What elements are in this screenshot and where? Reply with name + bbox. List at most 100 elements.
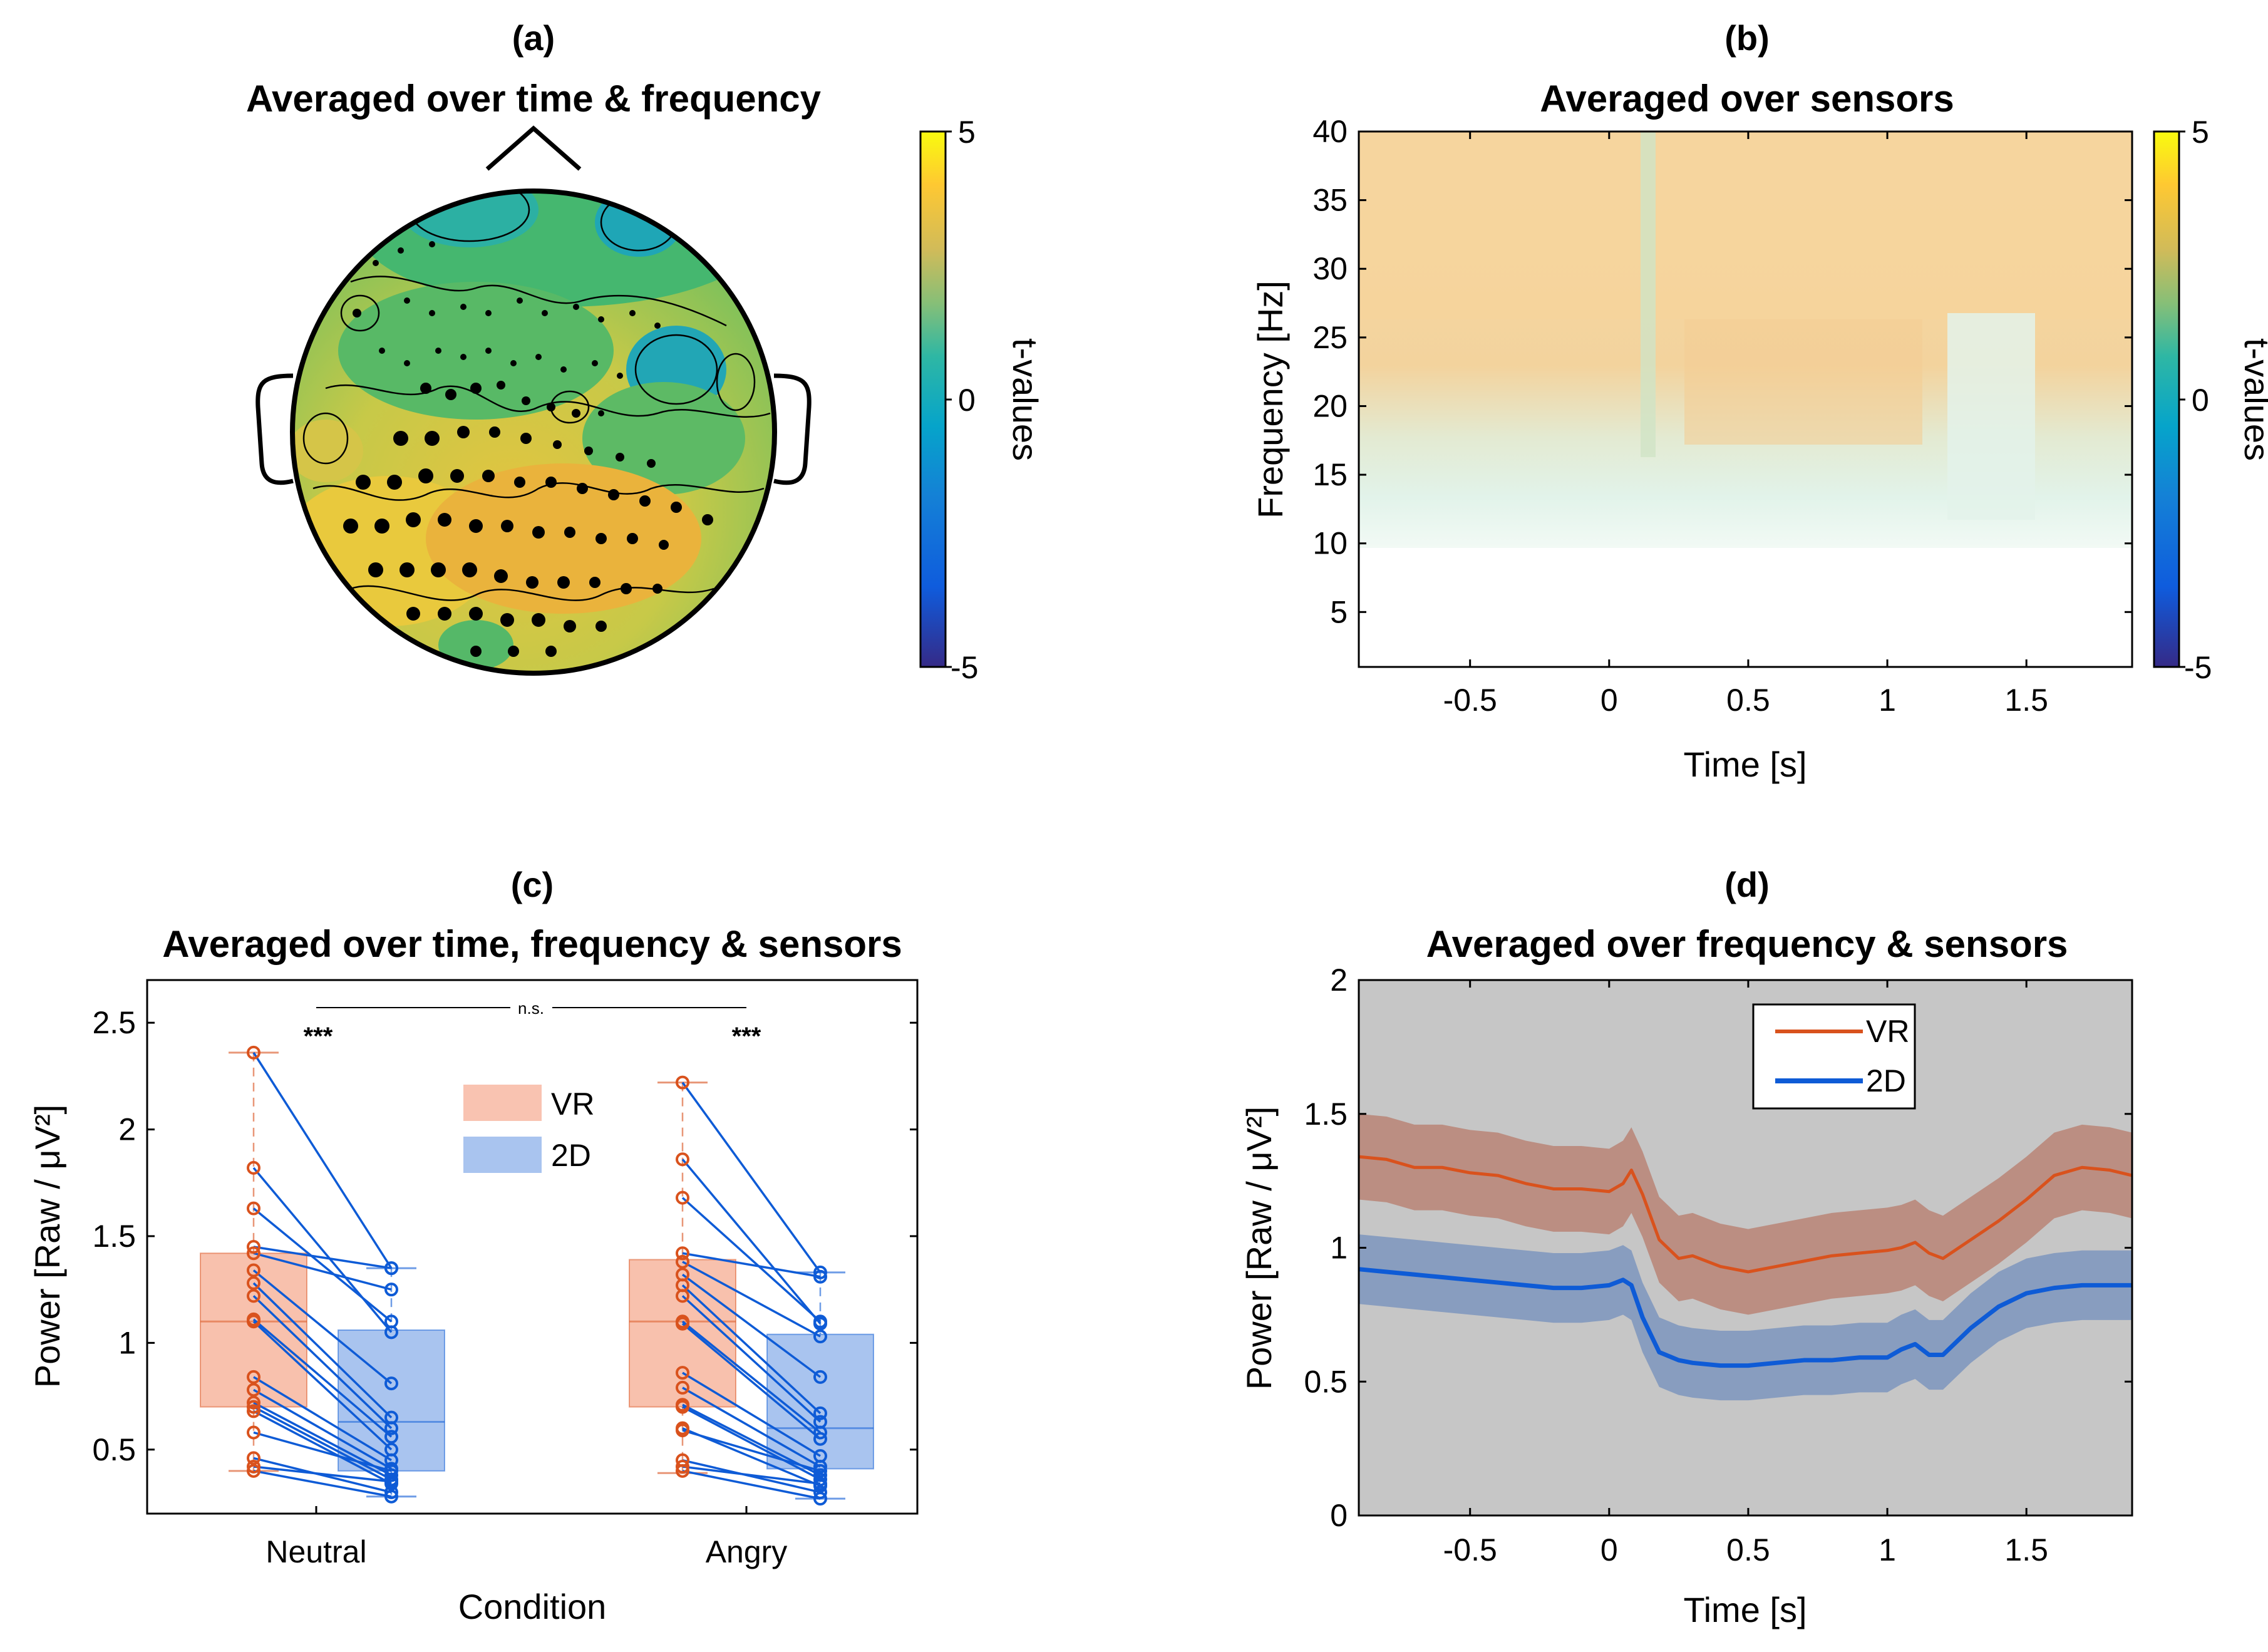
pair-line [682, 1371, 821, 1457]
pair-line [253, 1431, 392, 1472]
line-y-label: Power [Raw / μV²] [1239, 1107, 1279, 1390]
colorbar-b-tick-max: 5 [2192, 115, 2209, 150]
boxplot-legend: VR 2D [463, 1085, 594, 1173]
panel-b-title: Averaged over sensors [1540, 78, 1954, 120]
vr-point [676, 1190, 689, 1205]
line-y-tick-label: 0.5 [1304, 1364, 1348, 1399]
vr-point [676, 1289, 689, 1303]
pair-line [682, 1470, 821, 1500]
pair-line [682, 1406, 821, 1481]
vr-point [676, 1400, 689, 1414]
vr-point [247, 1263, 260, 1278]
line-y-tick-label: 2 [1330, 963, 1348, 998]
heatmap-orange-hi [1359, 132, 2132, 319]
heatmap-x-label: Time [s] [1683, 745, 1807, 784]
vr-point [247, 1451, 260, 1465]
panel-c: (c) Averaged over time, frequency & sens… [28, 865, 919, 1626]
pair-line [253, 1388, 392, 1470]
d2-point [813, 1460, 827, 1474]
line-y-tick-label: 0 [1330, 1498, 1348, 1533]
panel-a-label: (a) [512, 18, 555, 58]
pair-line [681, 1284, 822, 1415]
vr-point [247, 1464, 260, 1478]
vr-point [247, 1201, 260, 1216]
boxplot-legend-vr-label: VR [551, 1087, 594, 1122]
vr-point [247, 1370, 260, 1384]
colorbar-a-label: t-values [1006, 338, 1045, 461]
topoplot [255, 125, 812, 676]
colorbar-a-tick-zero: 0 [958, 383, 976, 418]
colorbar-b-bar [2153, 130, 2180, 668]
panel-d: (d) Averaged over frequency & sensors -0… [1239, 865, 2133, 1629]
line-y-tick-label: 1.5 [1304, 1097, 1348, 1132]
boxplot-y-tick-label: 1 [118, 1325, 136, 1360]
line-x-tick-label: -0.5 [1443, 1532, 1497, 1567]
pair-line [682, 1386, 821, 1468]
pair-line [681, 1082, 822, 1273]
series-ci-band-2d [1359, 1234, 2132, 1401]
pair-line [682, 1465, 821, 1485]
heatmap-x-tick-label: -0.5 [1443, 683, 1497, 718]
series-line-vr [1358, 1155, 2133, 1274]
heatmap-y-tick-label: 15 [1312, 457, 1348, 492]
d2-point [384, 1376, 398, 1391]
boxplot-y-tick-label: 0.5 [92, 1432, 136, 1467]
colorbar-a-tick-max: 5 [958, 115, 976, 150]
line-x-ticks: -0.5 0 0.5 1 1.5 [1443, 980, 2048, 1567]
heatmap-y-tick-label: 30 [1312, 251, 1348, 286]
d2-point [813, 1492, 827, 1506]
vr-point [247, 1289, 260, 1303]
topo-region-teal-top [401, 191, 539, 247]
pair-line [252, 1167, 393, 1333]
boxplot-y-tick-label: 2.5 [92, 1005, 136, 1040]
heatmap-x-ticks: -0.5 0 0.5 1 1.5 [1443, 132, 2048, 718]
d2-point [384, 1283, 398, 1297]
heatmap-x-tick-label: 1 [1879, 683, 1896, 718]
colorbar-b-tick-min: -5 [2184, 650, 2212, 685]
boxplot-marks [200, 1045, 874, 1506]
vr-point [676, 1464, 689, 1478]
line-x-label: Time [s] [1683, 1590, 1807, 1629]
boxplot-category-neutral: Neutral [265, 1534, 366, 1569]
line-legend: VR 2D [1752, 1003, 1916, 1110]
d2-point [813, 1329, 827, 1344]
boxplot-legend-2d-label: 2D [551, 1138, 591, 1173]
heatmap-y-tick-label: 5 [1330, 594, 1348, 629]
topo-region-yellow-left-edge [292, 420, 363, 482]
boxplot-sig-angry: *** [732, 1023, 761, 1050]
colorbar-a-bar [919, 130, 947, 668]
colorbar-b-label: t-values [2237, 338, 2268, 461]
heatmap-y-tick-label: 40 [1312, 114, 1348, 149]
d2-point [813, 1265, 827, 1279]
d2-point [813, 1370, 827, 1384]
boxplot-legend-vr-swatch [463, 1085, 542, 1121]
line-legend-box [1752, 1003, 1916, 1110]
heatmap-right-teal [1947, 313, 2035, 520]
pair-line [682, 1261, 821, 1338]
pair-line [253, 1465, 392, 1483]
line-x-tick-label: 0 [1600, 1532, 1618, 1567]
vr-point [676, 1075, 689, 1090]
pair-line [252, 1207, 393, 1323]
vr-point [247, 1160, 260, 1175]
vr-point [676, 1316, 689, 1331]
vr-point [247, 1404, 260, 1418]
vr-point [247, 1314, 260, 1329]
boxplot-category-angry: Angry [706, 1534, 788, 1569]
vr-point [676, 1460, 689, 1474]
vr-point [676, 1254, 689, 1269]
pair-line [252, 1320, 393, 1451]
vr-point [676, 1423, 689, 1438]
heatmap-y-tick-label: 20 [1312, 388, 1348, 423]
panel-c-title: Averaged over time, frequency & sensors [162, 923, 902, 965]
boxplot-y-tick-label: 2 [118, 1112, 136, 1147]
heatmap-vertical-teal [1641, 132, 1656, 457]
topo-sensors [343, 241, 713, 657]
pair-line [252, 1318, 393, 1438]
panel-d-label: (d) [1724, 865, 1770, 904]
panel-b: (b) Averaged over sensors -0.5 0 0.5 1 1.5 4… [1250, 18, 2268, 784]
heatmap-y-tick-label: 10 [1312, 526, 1348, 561]
vr-point [247, 1425, 260, 1440]
d2-point [813, 1314, 827, 1329]
